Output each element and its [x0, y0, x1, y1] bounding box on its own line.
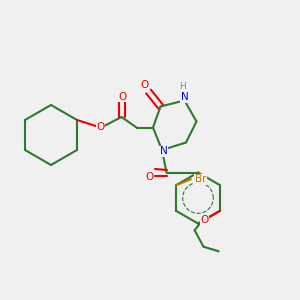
Text: N: N [160, 146, 167, 157]
Text: Br: Br [195, 174, 206, 184]
Text: N: N [181, 92, 188, 103]
Text: H: H [180, 82, 186, 91]
Text: O: O [96, 122, 105, 133]
Text: O: O [200, 215, 208, 225]
Text: O: O [140, 80, 149, 91]
Text: O: O [118, 92, 126, 102]
Text: O: O [145, 172, 153, 182]
